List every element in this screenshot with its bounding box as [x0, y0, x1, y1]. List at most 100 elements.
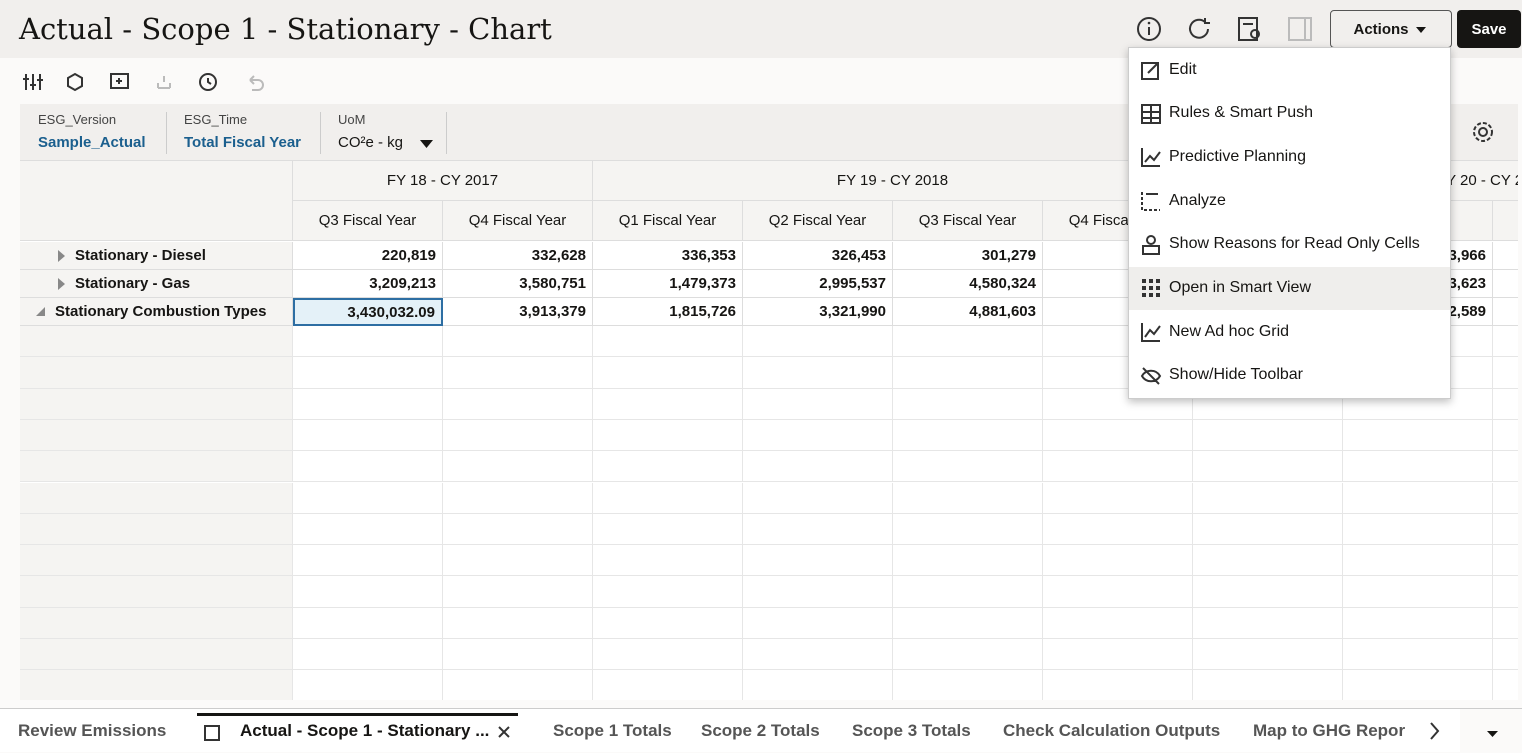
menu-item[interactable]: Predictive Planning	[1129, 135, 1450, 178]
empty-cell	[20, 451, 293, 483]
menu-label: Rules & Smart Push	[1169, 104, 1314, 122]
tab[interactable]: Map to GHG Repor	[1253, 721, 1406, 740]
active-tab[interactable]: Actual - Scope 1 - Stationary ...	[240, 721, 490, 740]
menu-icon	[1141, 148, 1161, 168]
tab[interactable]: Scope 2 Totals	[701, 721, 820, 740]
empty-cell	[1493, 514, 1518, 546]
data-cell[interactable]	[1493, 242, 1518, 270]
page-title: Actual - Scope 1 - Stationary - Chart	[19, 12, 552, 46]
save-button[interactable]: Save	[1457, 10, 1521, 48]
empty-cell	[1043, 388, 1193, 420]
expander[interactable]	[58, 278, 65, 290]
empty-cell	[1493, 670, 1518, 700]
empty-cell	[20, 639, 293, 671]
empty-cell	[1493, 545, 1518, 577]
data-cell[interactable]: 301,279	[893, 242, 1043, 270]
column-header	[1493, 201, 1518, 241]
row-header[interactable]: Stationary Combustion Types	[20, 298, 293, 326]
pov-label: UoM	[338, 112, 366, 127]
empty-cell	[1043, 670, 1193, 700]
empty-cell	[893, 545, 1043, 577]
active-tab-indicator	[197, 713, 518, 716]
expander[interactable]	[58, 250, 65, 262]
pov-value[interactable]: CO²e - kg	[338, 134, 404, 151]
menu-item[interactable]: Open in Smart View	[1129, 266, 1450, 310]
row-label: Stationary - Gas	[75, 275, 191, 292]
empty-cell	[1043, 545, 1193, 577]
menu-icon	[1141, 323, 1161, 343]
column-group-header: FY 19 - CY 2018	[593, 161, 1193, 201]
tab[interactable]: Review Emissions	[18, 721, 167, 740]
empty-cell	[1343, 419, 1493, 452]
row-label: Stationary Combustion Types	[55, 303, 267, 320]
menu-item[interactable]: Edit	[1129, 48, 1450, 91]
empty-cell	[1493, 326, 1518, 358]
data-cell[interactable]: 1,479,373	[593, 270, 743, 298]
empty-cell	[593, 639, 743, 671]
pov-divider	[446, 112, 447, 154]
empty-cell	[1343, 576, 1493, 608]
data-cell[interactable]: 3,580,751	[443, 270, 593, 298]
pov-value[interactable]: Total Fiscal Year	[184, 134, 302, 151]
menu-item[interactable]: Show Reasons for Read Only Cells	[1129, 223, 1450, 266]
tab[interactable]: Check Calculation Outputs	[1003, 721, 1221, 740]
empty-cell	[593, 545, 743, 577]
expander[interactable]	[36, 307, 45, 316]
empty-cell	[743, 326, 893, 358]
empty-cell	[293, 545, 443, 577]
menu-icon	[1141, 103, 1161, 124]
pov-divider	[166, 112, 167, 154]
actions-button[interactable]: Actions	[1330, 10, 1452, 48]
data-cell[interactable]: 1,815,726	[593, 298, 743, 326]
empty-cell	[593, 451, 743, 483]
menu-label: Open in Smart View	[1169, 279, 1311, 296]
settings-icon[interactable]	[1468, 118, 1498, 148]
menu-label: Show Reasons for Read Only Cells	[1169, 235, 1420, 253]
row-header[interactable]: Stationary - Diesel	[20, 242, 293, 270]
data-cell[interactable]: 336,353	[593, 242, 743, 270]
data-cell[interactable]: 4,881,603	[893, 298, 1043, 326]
empty-cell	[743, 513, 893, 546]
pov-label: ESG_Time	[184, 112, 248, 127]
header-icons	[1137, 17, 1312, 41]
empty-cell	[443, 576, 593, 608]
empty-cell	[743, 357, 893, 389]
data-cell[interactable]: 332,628	[443, 242, 593, 270]
empty-cell	[1193, 482, 1343, 514]
data-cell[interactable]: 3,321,990	[743, 298, 893, 326]
data-cell[interactable]	[1493, 298, 1518, 326]
data-cell[interactable]: 2,995,537	[743, 270, 893, 298]
data-cell[interactable]: 326,453	[743, 242, 893, 270]
empty-cell	[743, 670, 893, 700]
empty-cell	[893, 482, 1043, 514]
menu-item[interactable]: Show/Hide Toolbar	[1129, 354, 1450, 397]
menu-item[interactable]: Rules & Smart Push	[1129, 92, 1450, 135]
empty-cell	[593, 482, 743, 514]
tab[interactable]: Scope 3 Totals	[852, 721, 971, 740]
data-cell[interactable]: 3,209,213	[293, 270, 443, 298]
data-cell[interactable]: 220,819	[293, 242, 443, 270]
empty-cell	[293, 451, 443, 483]
data-cell[interactable]: 4,580,324	[893, 270, 1043, 298]
tab[interactable]: Scope 1 Totals	[553, 721, 672, 740]
pov-caret[interactable]	[419, 139, 435, 149]
empty-cell	[293, 513, 443, 546]
row-header[interactable]: Stationary - Gas	[20, 270, 293, 298]
empty-cell	[1343, 639, 1493, 671]
menu-item[interactable]: New Ad hoc Grid	[1129, 310, 1450, 353]
data-cell[interactable]	[1493, 270, 1518, 298]
empty-cell	[1493, 389, 1518, 420]
empty-cell	[1493, 608, 1518, 639]
pov-value[interactable]: Sample_Actual	[38, 134, 146, 151]
empty-cell	[593, 419, 743, 452]
empty-cell	[743, 576, 893, 608]
empty-cell	[743, 419, 893, 452]
data-cell[interactable]: 3,913,379	[443, 298, 593, 326]
column-header: Q4 Fiscal Year	[443, 201, 593, 241]
empty-cell	[593, 357, 743, 389]
empty-cell	[1493, 451, 1518, 483]
corner-header	[20, 161, 293, 241]
menu-item[interactable]: Analyze	[1129, 179, 1450, 222]
menu-label: New Ad hoc Grid	[1169, 322, 1290, 340]
selected-cell[interactable]: 3,430,032.09	[293, 298, 443, 326]
